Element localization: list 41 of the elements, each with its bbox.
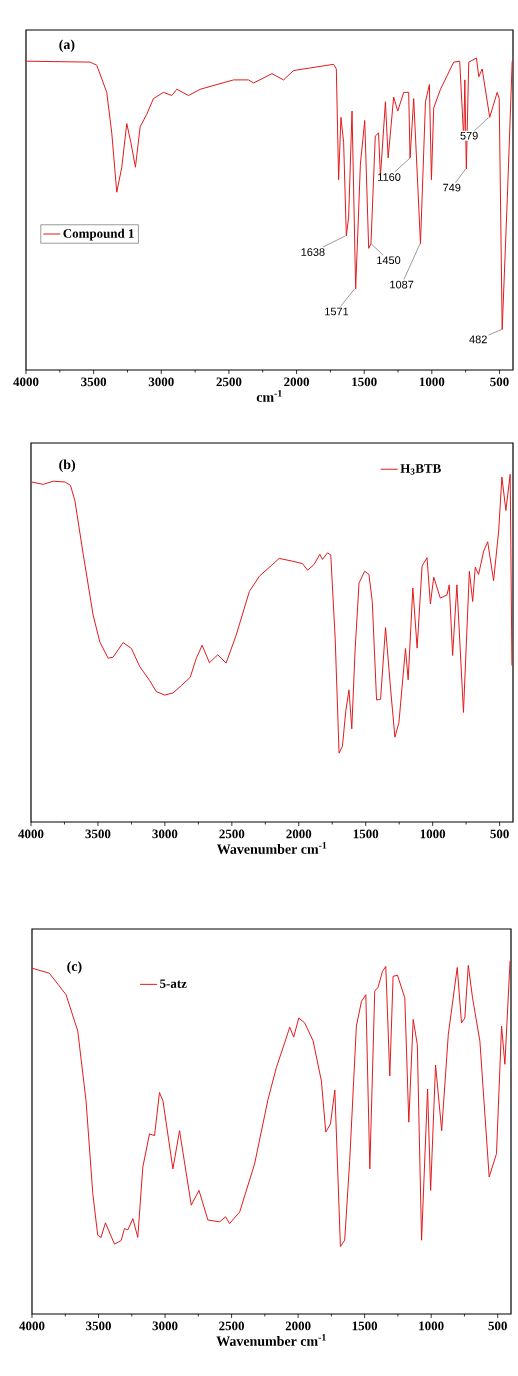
x-tick-label: 1500 xyxy=(352,1321,378,1331)
x-tick-label: 2500 xyxy=(219,1321,245,1331)
x-tick-label: 3000 xyxy=(152,1321,178,1331)
x-tick-label: 3000 xyxy=(148,377,174,387)
x-tick-label: 1500 xyxy=(352,377,377,387)
annotation: 1087 xyxy=(390,280,414,289)
x-tick-label: 4000 xyxy=(18,829,44,839)
x-axis-title: Wavenumber cm$^{-1}$ xyxy=(216,842,327,854)
legend-label: H$_{3}$BTB xyxy=(400,464,441,475)
chart-title: (c) xyxy=(67,961,82,974)
annotation: 1450 xyxy=(377,256,401,265)
annotation: 482 xyxy=(469,335,487,344)
annotation: 749 xyxy=(443,183,461,192)
x-tick-label: 1500 xyxy=(353,829,379,839)
x-axis-title: Wavenumber cm$^{-1}$ xyxy=(216,1334,326,1346)
x-tick-label: 2000 xyxy=(285,1321,311,1331)
x-tick-label: 1000 xyxy=(419,377,445,387)
x-tick-label: 2500 xyxy=(216,377,242,387)
annotation: 579 xyxy=(460,131,478,140)
legend-label: Compound 1 xyxy=(63,228,134,241)
x-tick-label: 500 xyxy=(490,377,509,387)
annotation: 1571 xyxy=(325,307,349,316)
x-tick-label: 3000 xyxy=(152,829,178,839)
x-tick-label: 3500 xyxy=(81,377,107,387)
chart-title: (b) xyxy=(59,459,76,473)
chart-title: (a) xyxy=(59,39,75,53)
x-tick-label: 500 xyxy=(488,1321,507,1331)
annotation: 1638 xyxy=(301,248,325,256)
x-tick-label: 2500 xyxy=(219,829,245,839)
x-tick-label: 4000 xyxy=(19,1321,45,1331)
annotation: 1160 xyxy=(378,173,401,181)
x-tick-label: 3500 xyxy=(86,1321,111,1331)
x-tick-label: 2000 xyxy=(284,377,310,387)
x-tick-label: 3500 xyxy=(85,829,111,839)
x-tick-label: 2000 xyxy=(286,829,312,839)
x-tick-label: 1000 xyxy=(420,829,446,839)
x-tick-label: 500 xyxy=(490,829,509,839)
legend-label: 5-atz xyxy=(160,979,187,988)
x-tick-label: 1000 xyxy=(419,1321,444,1331)
x-axis-title: cm$^{-1}$ xyxy=(256,390,282,402)
x-tick-label: 4000 xyxy=(13,377,39,387)
